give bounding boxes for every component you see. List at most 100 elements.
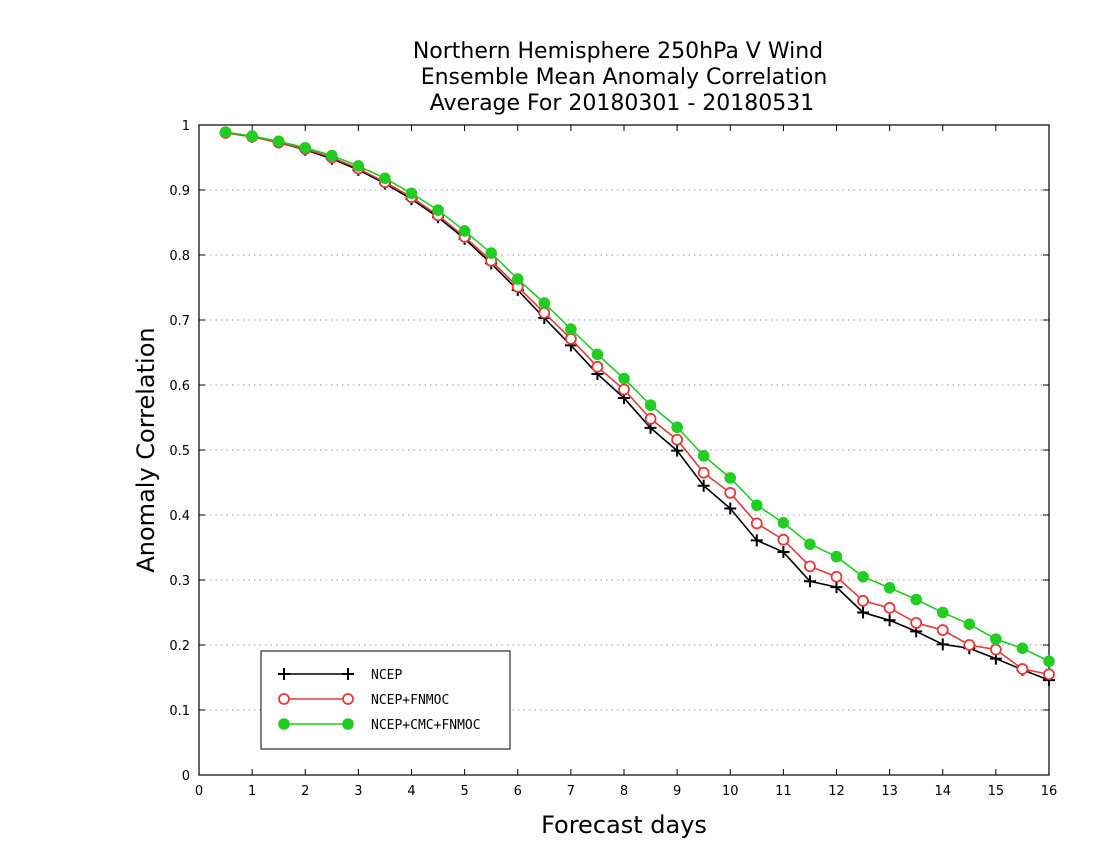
data-point: [830, 581, 843, 594]
x-tick-label: 10: [722, 784, 739, 799]
legend-marker: [278, 668, 290, 680]
series-line: [225, 132, 1050, 676]
data-point: [803, 575, 816, 588]
x-tick-label: 0: [195, 784, 203, 799]
data-point: [246, 130, 258, 142]
data-point: [458, 225, 471, 237]
data-point: [538, 306, 551, 319]
data-point: [989, 643, 1002, 656]
data-point: [299, 141, 312, 154]
data-point: [857, 570, 869, 583]
y-tick-label: 0.2: [169, 639, 190, 654]
x-tick-label: 5: [460, 784, 468, 799]
data-point: [750, 517, 763, 530]
x-tick-label: 7: [567, 784, 575, 799]
data-point: [1016, 663, 1029, 675]
data-point: [511, 273, 524, 285]
data-point: [750, 534, 763, 547]
series-ncep: [219, 126, 1055, 687]
data-point: [936, 638, 949, 651]
data-point: [883, 614, 896, 627]
data-point: [724, 486, 737, 499]
title-line-2: Ensemble Mean Anomaly Correlation: [421, 65, 828, 90]
series-line: [225, 132, 1050, 681]
legend: NCEP NCEP+FNMOC NCEP+CMC+FNMOC: [260, 650, 511, 750]
data-point: [724, 502, 737, 515]
series-ncep-cmc-fnmoc: [219, 126, 1055, 668]
data-point: [272, 135, 285, 148]
x-tick-label: 15: [988, 784, 1005, 799]
data-point: [1043, 655, 1055, 668]
x-tick-label: 3: [354, 784, 362, 799]
data-point: [485, 247, 497, 259]
data-point: [1043, 668, 1055, 681]
data-point: [591, 348, 604, 361]
data-point: [936, 606, 949, 619]
title-line-3: Average For 20180301 - 20180531: [430, 91, 815, 116]
legend-label: NCEP+CMC+FNMOC: [371, 718, 481, 733]
data-point: [697, 450, 710, 462]
data-point: [963, 639, 976, 651]
legend-marker: [342, 718, 354, 730]
data-point: [432, 204, 444, 216]
data-point: [857, 594, 869, 607]
legend-label: NCEP: [371, 668, 402, 683]
x-tick-label: 8: [620, 784, 628, 799]
x-tick-label: 11: [775, 784, 792, 799]
series-group: [219, 126, 1055, 687]
y-axis-label: Anomaly Correlation: [132, 327, 160, 572]
chart-title: Northern Hemisphere 250hPa V Wind Ensemb…: [413, 39, 827, 116]
data-point: [591, 360, 604, 373]
data-point: [751, 499, 763, 512]
data-point: [724, 472, 737, 484]
y-tick-label: 0.9: [169, 184, 190, 199]
y-tick-label: 0.4: [169, 509, 190, 524]
data-point: [618, 372, 630, 385]
y-tick-label: 0.8: [169, 249, 190, 264]
legend-marker: [278, 718, 290, 730]
data-point: [990, 633, 1002, 645]
data-point: [697, 479, 710, 492]
data-point: [804, 538, 816, 551]
data-point: [830, 550, 843, 563]
legend-item: NCEP+FNMOC: [278, 693, 449, 708]
data-point: [1016, 642, 1029, 655]
data-point: [910, 617, 923, 629]
data-point: [618, 383, 630, 396]
y-tick-label: 1: [182, 119, 190, 134]
data-point: [777, 546, 790, 559]
data-point: [963, 618, 976, 631]
x-tick-label: 13: [881, 784, 898, 799]
legend-item: NCEP: [278, 668, 402, 683]
data-point: [644, 399, 657, 411]
x-axis: 0 1 2 3 4 5 6 7 8 9 10 11 12 13 14 15 16: [195, 125, 1057, 799]
y-tick-label: 0.7: [169, 314, 190, 329]
x-tick-label: 4: [407, 784, 415, 799]
y-tick-label: 0.1: [169, 704, 190, 719]
legend-marker: [342, 668, 354, 680]
x-tick-label: 12: [828, 784, 845, 799]
x-tick-label: 6: [514, 784, 522, 799]
legend-marker: [278, 693, 290, 705]
x-tick-label: 1: [248, 784, 256, 799]
data-point: [405, 187, 418, 200]
data-point: [671, 421, 683, 434]
data-point: [379, 172, 391, 185]
data-point: [697, 466, 710, 479]
legend-box: [260, 650, 511, 750]
data-point: [219, 126, 232, 138]
series-line: [225, 131, 1050, 662]
data-point: [883, 582, 896, 594]
y-tick-label: 0.3: [169, 574, 190, 589]
data-point: [936, 624, 949, 636]
x-tick-label: 16: [1041, 784, 1058, 799]
y-tick-label: 0.6: [169, 379, 190, 394]
x-tick-label: 9: [673, 784, 681, 799]
data-point: [777, 533, 790, 546]
data-point: [830, 570, 843, 583]
data-point: [564, 332, 577, 345]
legend-item: NCEP+CMC+FNMOC: [278, 718, 481, 733]
data-point: [538, 297, 551, 309]
x-axis-label: Forecast days: [541, 811, 707, 839]
